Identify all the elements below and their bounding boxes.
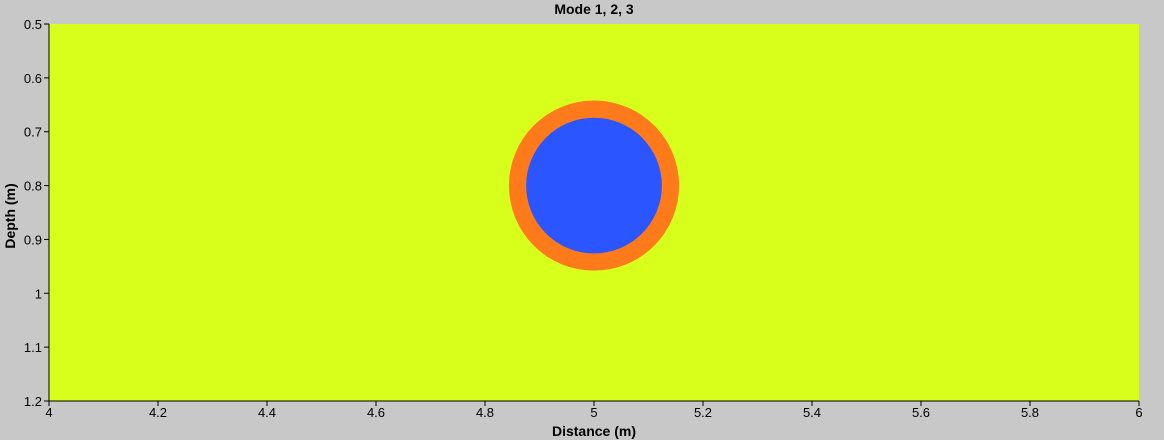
y-tick-label: 0.7 (24, 125, 42, 140)
x-tick-label: 5.4 (803, 405, 821, 420)
chart-title: Mode 1, 2, 3 (554, 1, 634, 17)
y-axis-label: Depth (m) (2, 183, 18, 248)
x-tick-label: 4.4 (258, 405, 276, 420)
y-tick-label: 1 (35, 286, 42, 301)
x-tick-label: 4.6 (367, 405, 385, 420)
y-tick-label: 0.5 (24, 17, 42, 32)
region-circle-2 (526, 117, 662, 254)
y-tick-label: 0.8 (24, 179, 42, 194)
y-tick-label: 1.2 (24, 394, 42, 409)
x-tick-label: 4 (45, 405, 52, 420)
y-tick-label: 1.1 (24, 340, 42, 355)
x-axis-label: Distance (m) (552, 423, 636, 439)
x-tick-label: 4.8 (476, 405, 494, 420)
regions-layer (508, 100, 680, 271)
x-tick-label: 5.2 (694, 405, 712, 420)
x-tick-label: 5.6 (912, 405, 930, 420)
y-tick-label: 0.9 (24, 232, 42, 247)
x-tick-label: 5 (590, 405, 597, 420)
y-axis-ticks: 0.5 0.6 0.7 0.8 0.9 1 1.1 1.2 (24, 17, 49, 409)
x-tick-label: 6 (1135, 405, 1142, 420)
x-tick-label: 4.2 (149, 405, 167, 420)
y-tick-label: 0.6 (24, 71, 42, 86)
x-axis-ticks: 4 4.2 4.4 4.6 4.8 5 5.2 5.4 5.6 5.8 6 (45, 401, 1143, 420)
x-tick-label: 5.8 (1021, 405, 1039, 420)
